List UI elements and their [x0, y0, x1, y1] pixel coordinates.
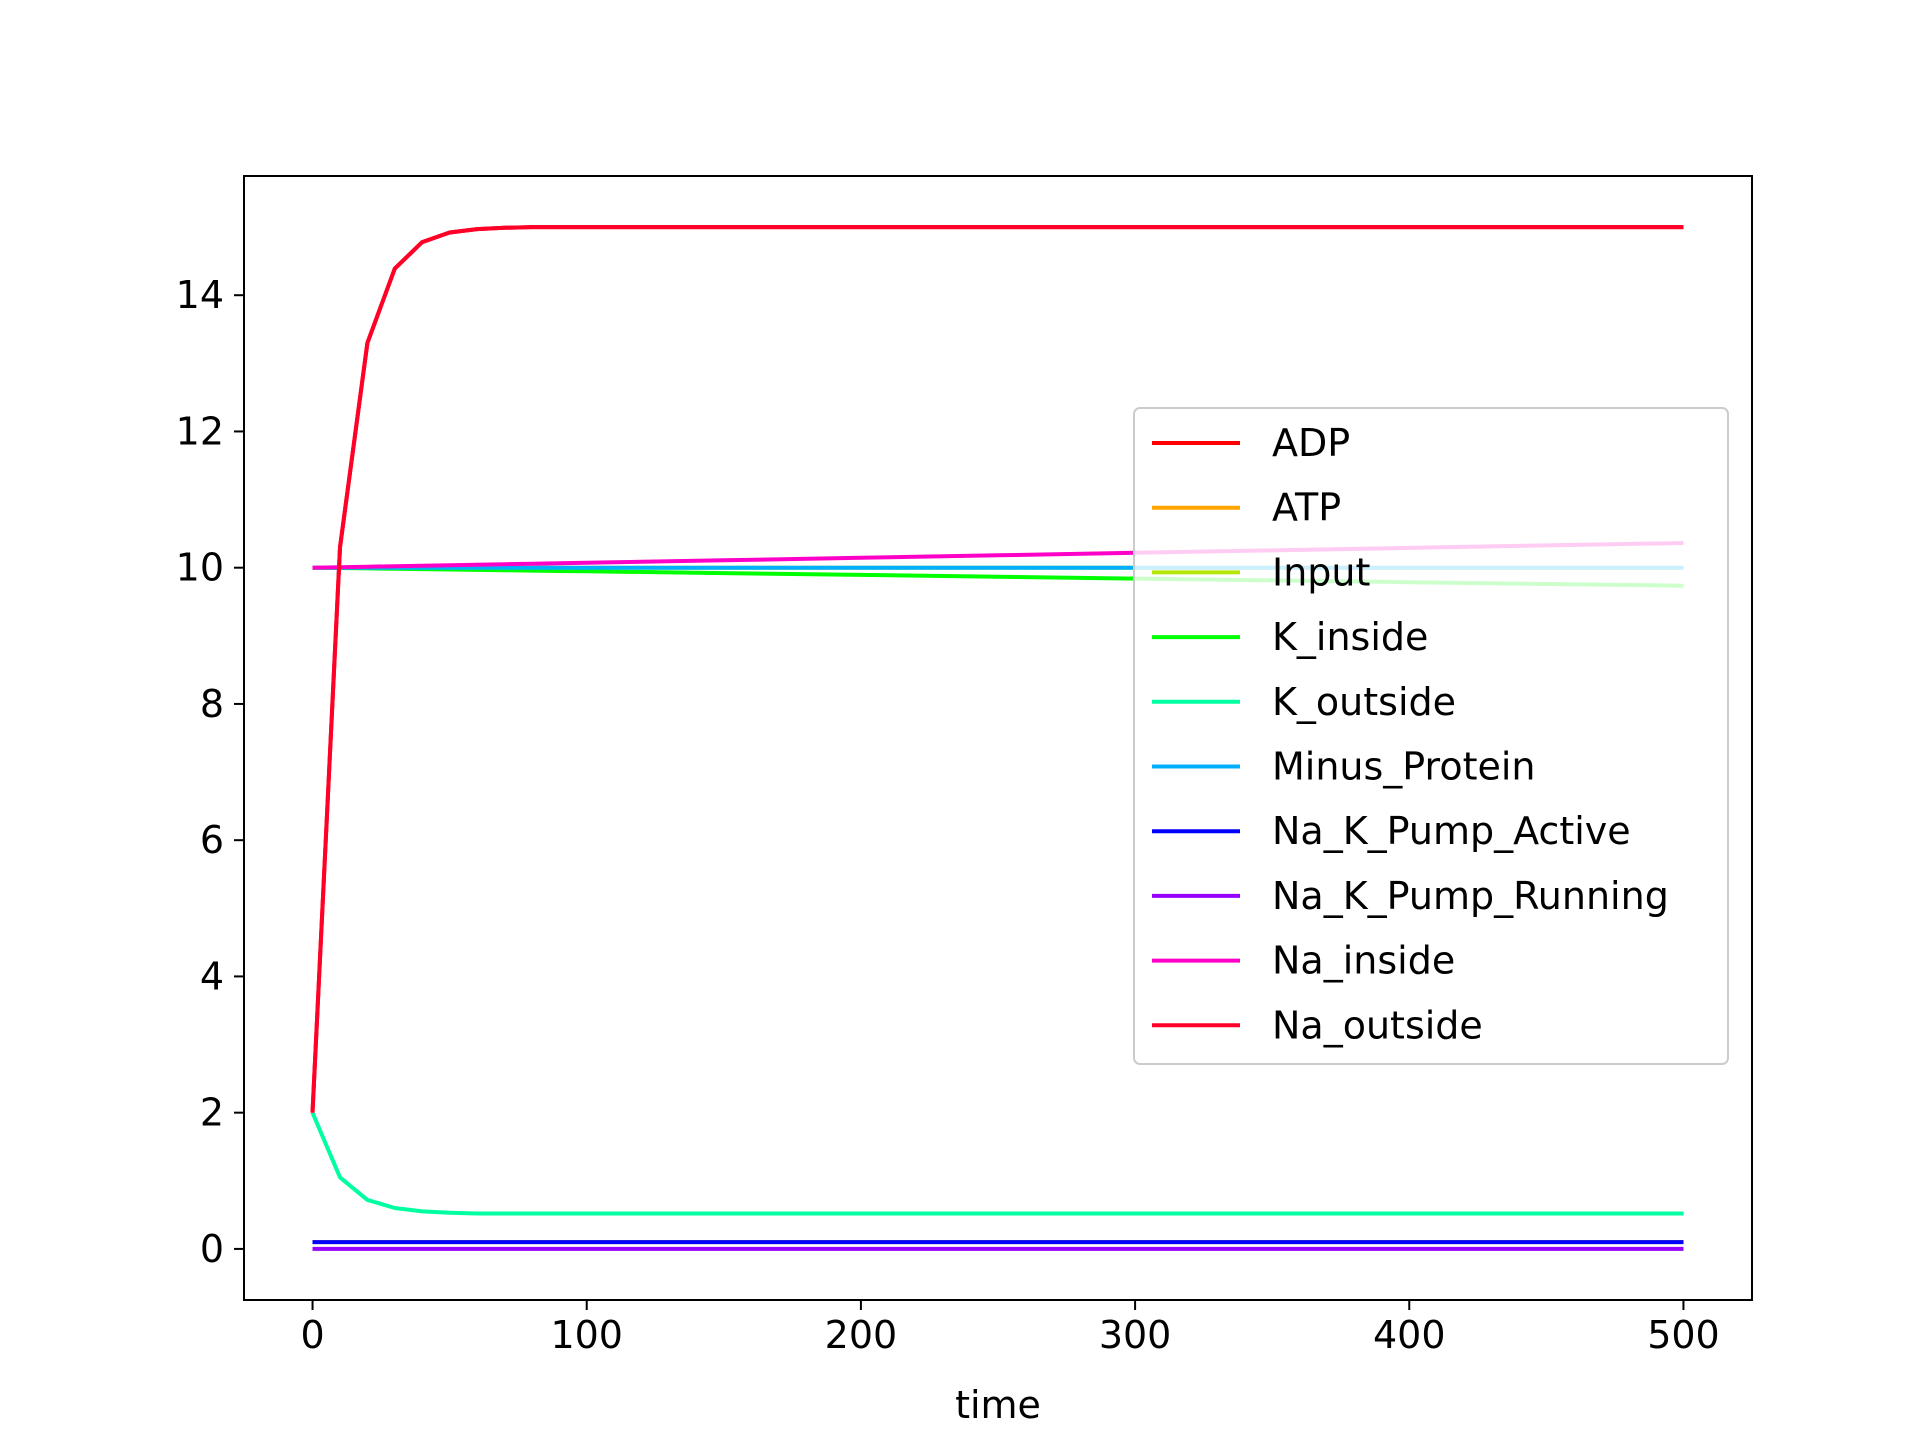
legend-label-k-inside: K_inside: [1272, 615, 1428, 659]
legend-label-minus-protein: Minus_Protein: [1272, 745, 1536, 789]
legend: ADP ATP Input K_inside K_outside Minus_Protei…: [1133, 407, 1729, 1065]
y-tick-label: 2: [200, 1091, 224, 1135]
legend-label-na-k-pump-active: Na_K_Pump_Active: [1272, 809, 1631, 853]
y-tick-label: 12: [176, 409, 224, 453]
legend-label-input: Input: [1272, 550, 1370, 594]
legend-label-na-k-pump-running: Na_K_Pump_Running: [1272, 874, 1669, 918]
x-tick-label: 200: [825, 1313, 898, 1357]
y-tick-label: 0: [200, 1227, 224, 1271]
legend-box: [1133, 407, 1729, 1065]
y-tick-label: 8: [200, 682, 224, 726]
series-line-na-outside: [310, 225, 1684, 1113]
y-tick-label: 10: [176, 546, 224, 590]
y-tick-label: 4: [200, 954, 224, 998]
y-tick-label: 14: [176, 273, 224, 317]
y-axis: 0 2 4 6 8 10 12 14: [176, 273, 244, 1271]
x-axis-label: time: [955, 1383, 1041, 1427]
x-tick-label: 400: [1373, 1313, 1446, 1357]
series-lines: [310, 225, 1684, 1251]
x-tick-label: 500: [1647, 1313, 1720, 1357]
legend-label-atp: ATP: [1272, 486, 1341, 530]
legend-label-na-inside: Na_inside: [1272, 939, 1455, 983]
x-tick-label: 100: [550, 1313, 623, 1357]
series-line-k-outside: [310, 1111, 1684, 1216]
x-axis: 0 100 200 300 400 500: [300, 1300, 1720, 1357]
x-tick-label: 0: [300, 1313, 324, 1357]
legend-label-k-outside: K_outside: [1272, 680, 1456, 724]
y-tick-label: 6: [200, 818, 224, 862]
legend-label-adp: ADP: [1272, 421, 1350, 465]
legend-label-na-outside: Na_outside: [1272, 1003, 1483, 1047]
axes-frame: [243, 175, 1753, 1301]
x-tick-label: 300: [1099, 1313, 1172, 1357]
